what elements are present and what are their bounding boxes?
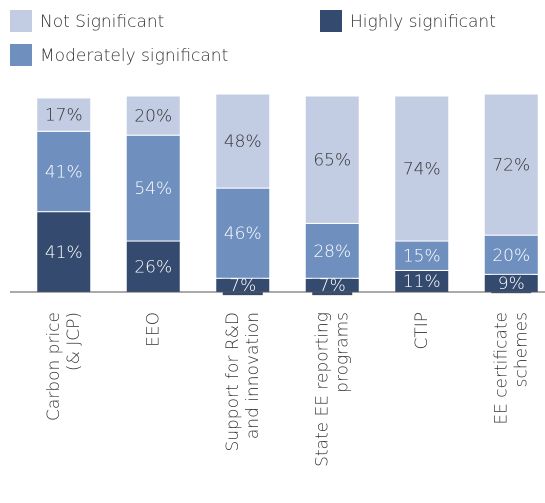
value-label: 48% (224, 132, 262, 152)
bar-segment (215, 187, 271, 279)
value-label: 28% (313, 242, 351, 262)
x-tick-label: (& JCP) (64, 312, 84, 371)
value-label: 20% (134, 107, 172, 127)
bar-segment (125, 240, 181, 293)
legend-label: Moderately significant (40, 46, 228, 66)
bar-segment (215, 93, 271, 189)
x-tick-label: EEO (143, 312, 163, 347)
x-tick-label: Support for R&D (223, 312, 243, 452)
x-tick-label: EE certificate (491, 312, 511, 425)
value-label: 46% (224, 224, 262, 244)
bar-segment (36, 211, 92, 293)
value-label: 7% (229, 276, 256, 296)
x-tick-label: Carbon price (44, 312, 64, 421)
x-tick-label: State EE reporting (312, 312, 332, 467)
value-label: 26% (134, 258, 172, 278)
value-label: 65% (313, 151, 351, 171)
value-label: 15% (403, 247, 441, 267)
value-label: 7% (319, 276, 346, 296)
x-tick-label: CTIP (412, 312, 432, 350)
bar-segment (394, 95, 450, 242)
value-label: 74% (403, 160, 441, 180)
legend-label: Highly significant (350, 12, 496, 32)
value-label: 9% (498, 274, 525, 294)
legend-label: Not Significant (40, 12, 164, 32)
value-label: 72% (492, 156, 530, 176)
x-tick-label: programs (332, 312, 352, 393)
x-tick-label: schemes (511, 312, 531, 387)
value-label: 41% (45, 162, 83, 182)
value-label: 54% (134, 179, 172, 199)
legend-swatch (320, 10, 342, 32)
value-label: 17% (45, 106, 83, 126)
bar-segment (125, 134, 181, 242)
bar-segment (483, 93, 539, 236)
value-label: 20% (492, 246, 530, 266)
legend-swatch (10, 44, 32, 66)
bar-segment (304, 222, 360, 279)
label-box (312, 275, 353, 296)
bar-segment (483, 234, 539, 275)
label-box (222, 275, 263, 296)
bar-segment (125, 95, 181, 136)
bar-segment (304, 95, 360, 224)
label-box (491, 273, 532, 294)
legend-swatch (10, 10, 32, 32)
value-label: 11% (403, 272, 441, 292)
bar-segment (36, 130, 92, 213)
x-tick-label: and innovation (243, 312, 263, 439)
value-label: 41% (45, 243, 83, 263)
bar-segment (36, 97, 92, 132)
